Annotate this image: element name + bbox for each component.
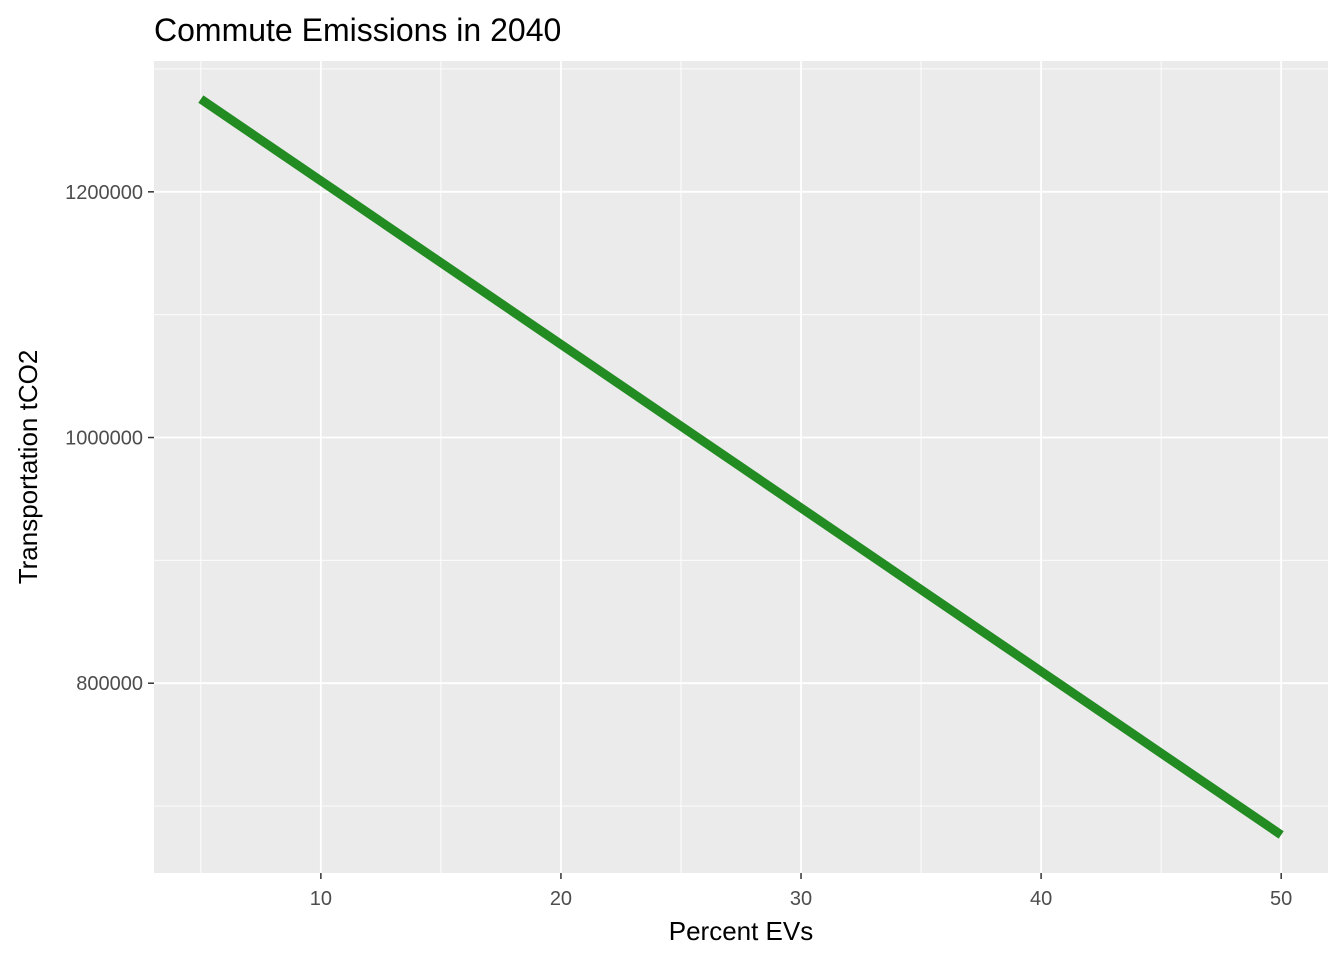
series-line-0 bbox=[198, 95, 1284, 839]
x-tick-label-3: 40 bbox=[1030, 888, 1052, 910]
chart-title: Commute Emissions in 2040 bbox=[154, 12, 561, 48]
x-tick-label-0: 10 bbox=[310, 888, 332, 910]
minor-grid bbox=[154, 61, 1328, 873]
x-tick-label-4: 50 bbox=[1270, 888, 1292, 910]
y-axis-title: Transportation tCO2 bbox=[13, 350, 43, 585]
x-tick-label-2: 30 bbox=[790, 888, 812, 910]
y-axis-ticks: 800000 1000000 1200000 bbox=[65, 182, 154, 695]
y-tick-label-2: 1200000 bbox=[65, 182, 143, 204]
major-grid bbox=[154, 61, 1328, 873]
x-tick-label-1: 20 bbox=[550, 888, 572, 910]
y-tick-label-0: 800000 bbox=[76, 673, 143, 695]
series-layer bbox=[198, 95, 1284, 839]
x-axis-ticks: 10 20 30 40 50 bbox=[310, 873, 1292, 910]
x-axis-title: Percent EVs bbox=[669, 916, 814, 946]
y-tick-label-1: 1000000 bbox=[65, 428, 143, 450]
